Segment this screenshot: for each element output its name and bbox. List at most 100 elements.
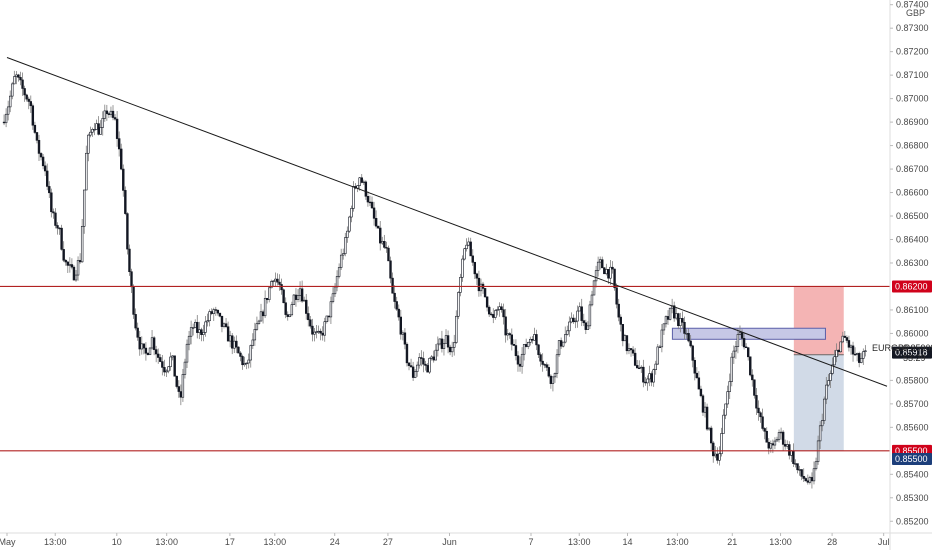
candle-body [430,356,433,359]
candle-body [864,350,867,352]
candle-body [237,346,240,354]
candle-body [335,276,339,288]
candle-body [37,140,41,154]
time-axis[interactable]: May 13:00 10 13:00 17 13:00 24 27 Jun 7 13:00 14 13:… [0,533,889,547]
candle-body [339,254,343,268]
price-badge-label: 0.85500 [895,446,928,456]
candle-body [539,354,542,362]
candle-body [648,373,651,380]
candle-body [438,338,442,345]
candle-body [307,313,310,321]
position-zones [671,286,844,451]
candle-body [598,259,602,263]
candle-body [39,153,43,158]
candle-body [403,332,407,345]
candle-body [802,475,805,479]
candle-body [50,192,53,213]
candle-body [843,335,847,338]
candle-body [228,335,232,342]
candle-body [107,113,111,115]
candle-body [773,440,777,446]
price-tick-label: 0.85200 [896,516,929,526]
candle-body [148,347,152,356]
candle-body [535,334,538,346]
candle-body [619,316,622,325]
candle-body [547,367,551,377]
candle-body [393,292,396,302]
candle-body [399,316,402,335]
candle-body [588,304,592,327]
candle-body [222,323,226,327]
candle-body [549,375,553,384]
candle-body [693,359,696,374]
candle-body [372,207,376,219]
candle-body [786,444,789,447]
price-tick-label: 0.87300 [896,23,929,33]
candle-body [531,338,534,341]
candle-body [675,313,678,319]
candle-body [621,324,625,342]
candle-body [463,248,466,260]
candle-body [187,335,191,345]
candle-body [814,461,818,470]
candle-body [2,121,6,124]
candle-body [450,347,454,353]
candle-body [714,453,717,457]
quote-label: EURGBP · 0.85909 53:29 [872,343,932,363]
candle-body [629,348,633,351]
candle-body [122,168,125,191]
candle-body [559,340,563,347]
candle-body [596,261,600,271]
candle-body [206,320,209,323]
candle-body [212,309,215,314]
price-axis[interactable]: 0.87400 0.87300 0.87200 0.87100 0.87000 0.869… [890,0,929,526]
time-tick-label: May [0,537,16,547]
candle-body [658,346,662,348]
candle-body [374,218,378,227]
candle-body [319,330,322,334]
candle-body [654,363,657,370]
candle-body [757,407,760,414]
candle-body [288,314,291,317]
candle-body [767,441,770,449]
time-tick-label: 13:00 [666,537,689,547]
candle-body [615,287,618,305]
candle-body [650,373,653,383]
candle-body [284,302,287,315]
candle-body [350,208,353,218]
candle-body [251,339,254,346]
candle-body [492,314,495,318]
candle-body [465,244,468,250]
candle-body [337,267,341,277]
candle-body [790,450,793,456]
candle-body [514,345,518,357]
candle-body [43,165,47,172]
candle-body [590,294,594,306]
candle-body [633,352,637,366]
candle-body [656,346,659,365]
candle-body [613,268,616,289]
candle-body [286,314,289,317]
candle-body [483,288,487,298]
candle-body [233,340,236,349]
candle-body [796,463,799,471]
candle-body [753,379,756,396]
candle-body [395,301,398,310]
candle-body [771,443,775,446]
candle-body [823,398,826,421]
candle-body [781,431,785,445]
candle-body [120,148,123,170]
candle-body [29,101,32,107]
time-tick-label: 24 [330,537,340,547]
candle-body [60,227,63,250]
candle-body [424,363,427,366]
candle-body [527,342,530,347]
candle-body [833,356,836,366]
candle-body [738,332,742,335]
candle-body [173,355,176,377]
candle-body [457,292,460,317]
candle-body [265,297,269,301]
